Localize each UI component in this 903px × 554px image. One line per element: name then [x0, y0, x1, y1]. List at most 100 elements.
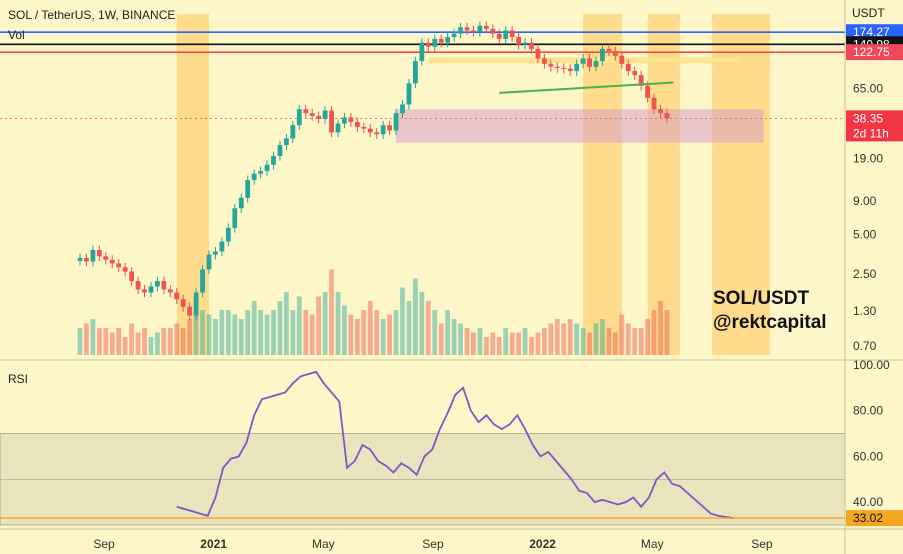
candle-body: [264, 164, 270, 172]
time-tick-label: Sep: [422, 537, 444, 551]
candle-body: [277, 145, 283, 156]
volume-bar: [271, 310, 276, 355]
candle-body: [432, 38, 438, 47]
candle-body: [464, 27, 470, 31]
volume-bar: [174, 323, 180, 355]
volume-bar: [342, 305, 347, 355]
volume-bar: [574, 323, 580, 355]
trend-line: [499, 81, 674, 94]
candle-body: [309, 113, 315, 116]
candle-body: [612, 51, 618, 56]
time-tick-label: May: [641, 537, 664, 551]
countdown-tag: [846, 125, 903, 142]
volume-bar: [516, 332, 521, 355]
price-tag: [846, 110, 903, 127]
volume-bar: [219, 310, 225, 355]
volume-bar: [361, 310, 367, 355]
candle-body: [567, 68, 573, 72]
candle-body: [406, 83, 412, 105]
volume-bar: [193, 314, 199, 355]
volume-bar: [406, 301, 412, 355]
candle-body: [271, 155, 276, 165]
candle-body: [380, 125, 386, 135]
volume-bar: [245, 310, 251, 355]
candle-body: [251, 173, 257, 180]
volume-bar: [213, 319, 218, 355]
volume-bar: [529, 337, 534, 355]
price-tick-label: 122.75: [853, 45, 890, 59]
volume-bar: [580, 328, 586, 355]
candle-body: [361, 126, 367, 129]
candle-body: [193, 292, 199, 316]
volume-bar: [84, 323, 89, 355]
candle-body: [142, 289, 147, 293]
candle-body: [587, 58, 592, 67]
countdown-label: 2d 11h: [853, 126, 889, 140]
volume-bar: [632, 328, 638, 355]
price-tick-label: 19.00: [853, 151, 883, 165]
rsi-value-label: 33.02: [853, 511, 883, 525]
candle-body: [245, 179, 251, 198]
candle-body: [658, 109, 663, 114]
price-tick-label: 2.50: [853, 267, 877, 281]
candle-body: [284, 138, 289, 146]
volume-bar: [161, 328, 167, 355]
volume-bar: [593, 323, 599, 355]
candle-body: [342, 117, 347, 124]
rsi-line: [176, 370, 735, 519]
volume-bar: [387, 314, 392, 355]
volume-bar: [296, 296, 302, 355]
volume-bar: [200, 310, 205, 355]
candle-body: [103, 256, 109, 260]
volume-bar: [451, 319, 457, 355]
candle-body: [561, 67, 567, 69]
candle-body: [316, 115, 322, 119]
volume-bar: [664, 310, 670, 355]
candle-body: [593, 61, 599, 67]
candle-body: [400, 104, 405, 114]
candle-body: [155, 281, 160, 287]
volume-bar: [251, 301, 257, 355]
candle-body: [84, 257, 89, 262]
candle-body: [374, 132, 380, 135]
volume-bar: [658, 301, 663, 355]
candle-body: [77, 257, 83, 261]
candle-body: [367, 128, 373, 133]
candle-body: [522, 42, 528, 45]
volume-bar: [561, 323, 567, 355]
price-tick-label: 1.30: [853, 304, 877, 318]
candle-body: [161, 281, 167, 290]
candle-body: [354, 121, 360, 127]
candle-body: [90, 249, 96, 262]
volume-bar: [438, 323, 444, 355]
candle-body: [580, 58, 586, 64]
candle-body: [225, 227, 231, 242]
candle-body: [296, 109, 302, 126]
volume-bar: [122, 337, 128, 355]
volume-bar: [187, 319, 193, 355]
candle-body: [200, 269, 205, 293]
volume-bar: [503, 328, 509, 355]
volume-bar: [567, 319, 573, 355]
volume-bar: [554, 319, 560, 355]
volume-bar: [77, 328, 83, 355]
candle-body: [413, 61, 418, 84]
volume-bar: [142, 328, 147, 355]
candle-body: [96, 249, 102, 257]
candle-body: [490, 28, 496, 34]
volume-bar: [309, 314, 315, 355]
candle-body: [258, 171, 263, 174]
time-tick-label: Sep: [751, 537, 773, 551]
volume-bar: [238, 319, 244, 355]
volume-bar: [264, 314, 270, 355]
candle-body: [219, 241, 225, 252]
volume-bar: [419, 292, 425, 355]
volume-bar: [432, 310, 438, 355]
volume-bar: [490, 332, 496, 355]
candle-body: [600, 48, 605, 62]
volume-bar: [638, 328, 644, 355]
candle-body: [483, 25, 489, 29]
volume-bar: [619, 314, 625, 355]
rsi-tick-label: 60.00: [853, 449, 883, 463]
